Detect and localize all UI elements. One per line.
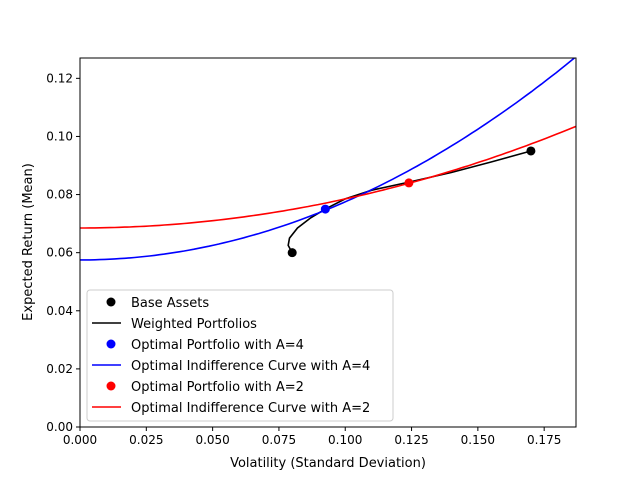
y-axis-ticks: 0.00 0.02 0.04 0.06 0.08 0.10 0.12 xyxy=(46,71,80,434)
y-tick-label: 0.00 xyxy=(46,420,73,434)
y-tick-label: 0.08 xyxy=(46,188,73,202)
y-tick-label: 0.02 xyxy=(46,362,73,376)
y-tick-label: 0.12 xyxy=(46,71,73,85)
series-point xyxy=(404,178,414,188)
legend-entry: Weighted Portfolios xyxy=(131,317,257,332)
plot-area xyxy=(80,58,576,261)
series-point xyxy=(320,204,330,214)
x-tick-label: 0.025 xyxy=(129,433,163,447)
x-tick-label: 0.150 xyxy=(461,433,495,447)
legend-entry: Optimal Portfolio with A=4 xyxy=(131,338,304,353)
axes-frame xyxy=(79,57,577,428)
x-tick-label: 0.000 xyxy=(63,433,97,447)
x-tick-label: 0.125 xyxy=(394,433,428,447)
y-axis-label: Expected Return (Mean) xyxy=(21,163,36,321)
legend-entry: Optimal Indifference Curve with A=4 xyxy=(131,359,370,374)
x-axis-label: Volatility (Standard Deviation) xyxy=(230,456,426,471)
y-tick-label: 0.06 xyxy=(46,246,73,260)
legend-entry: Optimal Portfolio with A=2 xyxy=(131,380,304,395)
x-tick-label: 0.050 xyxy=(195,433,229,447)
x-tick-label: 0.175 xyxy=(527,433,561,447)
series-point xyxy=(287,248,297,258)
series-point xyxy=(526,146,536,156)
y-tick-label: 0.10 xyxy=(46,129,73,143)
legend-entry: Optimal Indifference Curve with A=2 xyxy=(131,401,370,416)
legend-entry: Base Assets xyxy=(131,296,209,311)
y-tick-label: 0.04 xyxy=(46,304,73,318)
x-tick-label: 0.075 xyxy=(262,433,296,447)
x-tick-label: 0.100 xyxy=(328,433,362,447)
series-line xyxy=(287,150,532,254)
legend: Base Assets Weighted Portfolios Optimal Po… xyxy=(86,289,394,422)
x-axis-ticks: 0.000 0.025 0.050 0.075 0.100 0.125 0.150 0.175 xyxy=(63,427,561,447)
series-line xyxy=(80,125,576,229)
